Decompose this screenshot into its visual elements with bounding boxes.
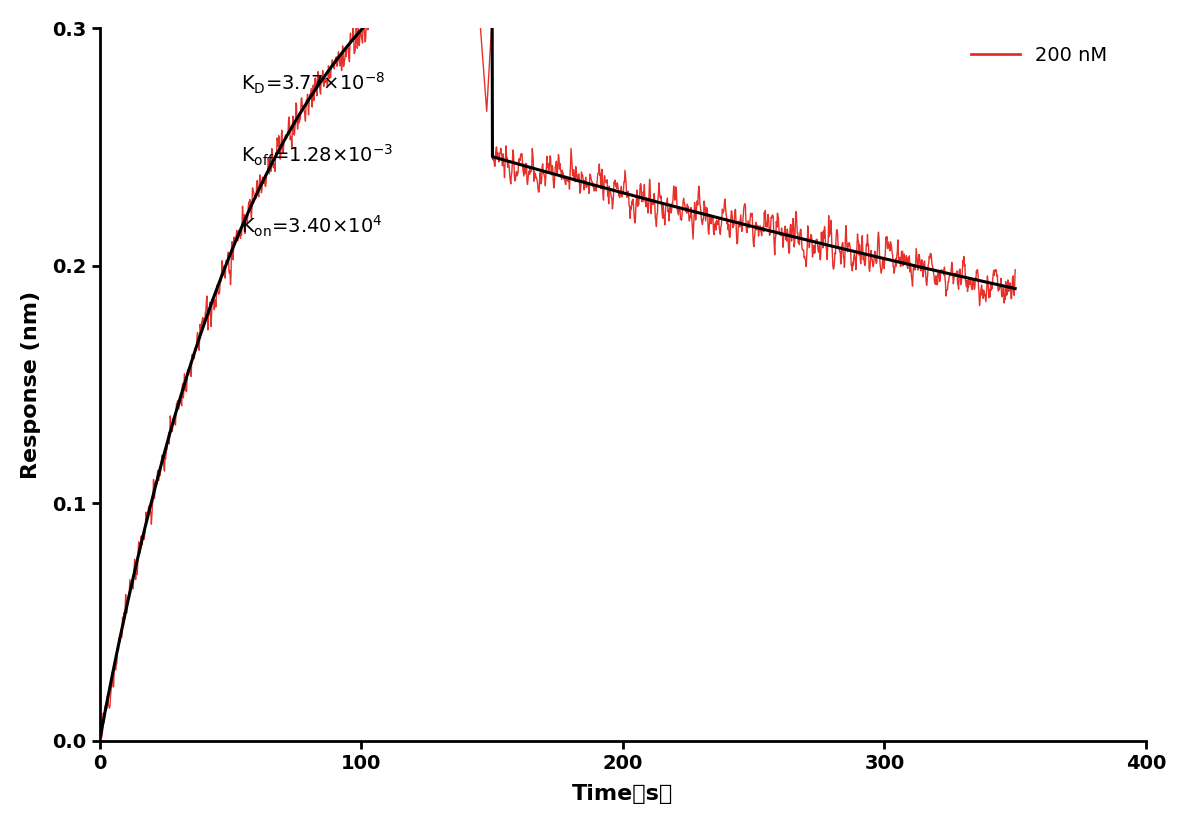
- Legend: 200 nM: 200 nM: [964, 38, 1116, 73]
- X-axis label: Time（s）: Time（s）: [572, 785, 673, 804]
- Text: K$_\mathregular{on}$=3.40×10$^{\mathregular{4}}$: K$_\mathregular{on}$=3.40×10$^{\mathregu…: [241, 214, 382, 238]
- Text: K$_\mathregular{off}$=1.28×10$^{\mathregular{-3}}$: K$_\mathregular{off}$=1.28×10$^{\mathreg…: [241, 143, 393, 167]
- Y-axis label: Response (nm): Response (nm): [21, 290, 40, 478]
- Text: K$_\mathregular{D}$=3.77×10$^{\mathregular{-8}}$: K$_\mathregular{D}$=3.77×10$^{\mathregul…: [241, 71, 385, 97]
